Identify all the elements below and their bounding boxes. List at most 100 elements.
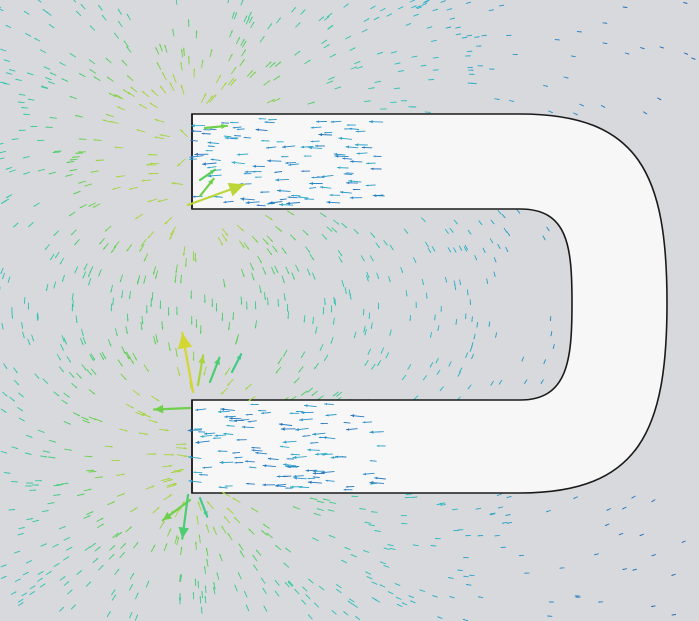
field-arrow-head — [312, 537, 315, 540]
field-arrow-head — [81, 4, 83, 6]
internal-field-arrow-head — [285, 161, 289, 165]
internal-field-arrow-head — [287, 196, 291, 199]
field-arrow-head — [58, 484, 61, 487]
field-arrow-head — [141, 321, 144, 324]
field-arrow-head — [380, 584, 382, 586]
field-arrow-head — [192, 258, 195, 261]
field-arrow-head — [93, 139, 96, 141]
field-arrow-head — [164, 45, 167, 48]
field-arrow-head — [245, 15, 247, 18]
field-arrow-head — [502, 522, 504, 524]
internal-field-arrow-head — [302, 435, 305, 437]
field-arrow-head — [430, 545, 433, 547]
field-arrow-head — [211, 304, 214, 307]
internal-field-arrow-head — [313, 472, 316, 475]
field-arrow-head — [66, 482, 69, 485]
field-arrow-head — [343, 611, 346, 614]
field-arrow-head — [27, 307, 30, 310]
field-arrow-head — [129, 526, 132, 529]
field-arrow-head — [142, 91, 145, 94]
field-arrow-head — [364, 333, 366, 335]
field-arrow-head — [172, 74, 175, 77]
field-arrow-head — [519, 554, 521, 557]
field-arrow-head — [497, 494, 499, 496]
field-arrow-head — [468, 387, 470, 389]
field-arrow-head — [148, 200, 151, 203]
field-arrow-head — [114, 94, 117, 97]
internal-field-arrow-head — [369, 120, 373, 124]
field-arrow-head — [109, 93, 112, 95]
field-arrow-head — [302, 587, 305, 589]
field-arrow-head — [233, 12, 235, 14]
field-arrow-head — [63, 526, 66, 528]
internal-field-arrow-head — [337, 166, 341, 169]
internal-field-arrow-head — [253, 164, 256, 168]
field-arrow-head — [394, 101, 397, 103]
internal-field-arrow-head — [319, 436, 322, 439]
field-arrow-head — [216, 572, 219, 575]
internal-field-arrow-head — [263, 464, 267, 468]
field-arrow-head — [275, 591, 277, 593]
field-arrow-head — [59, 62, 62, 64]
field-arrow-head — [478, 596, 480, 598]
field-arrow-head — [11, 311, 13, 314]
field-arrow-head — [21, 602, 23, 604]
internal-field-arrow-head — [210, 128, 212, 130]
field-arrow-head — [79, 73, 82, 75]
internal-field-arrow-head — [308, 146, 312, 150]
field-arrow-head — [98, 274, 100, 277]
field-arrow-head — [0, 81, 3, 84]
field-arrow-head — [125, 429, 128, 432]
field-arrow-head — [150, 304, 153, 307]
field-arrow-head — [157, 199, 161, 203]
field-arrow-head — [470, 34, 472, 37]
field-arrow-head — [240, 302, 243, 305]
field-arrow-head — [477, 36, 480, 38]
field-arrow-head — [325, 40, 327, 42]
field-arrow-head — [372, 582, 374, 584]
field-arrow-head — [222, 492, 225, 495]
field-arrow-head — [344, 547, 347, 549]
internal-field-arrow-head — [374, 194, 377, 197]
field-arrow-head — [19, 93, 21, 96]
field-arrow-head — [419, 589, 422, 591]
field-arrow-head — [235, 342, 237, 345]
field-arrow-head — [358, 61, 360, 63]
field-arrow-head — [21, 326, 24, 329]
field-arrow-head — [61, 78, 64, 81]
field-arrow-head — [248, 529, 251, 531]
field-arrow-head — [175, 535, 178, 538]
field-arrow-head — [75, 386, 77, 388]
internal-field-arrow-head — [369, 481, 374, 485]
internal-field-arrow-head — [295, 428, 299, 432]
field-arrow-head — [106, 114, 109, 116]
field-arrow-head — [244, 41, 247, 44]
field-arrow-head — [88, 515, 91, 518]
field-arrow-head — [154, 136, 158, 139]
field-arrow-head — [197, 581, 200, 583]
field-arrow-head — [74, 271, 77, 273]
field-arrow-head — [145, 433, 148, 436]
field-arrow-head — [549, 319, 552, 321]
field-arrow-head — [272, 99, 275, 102]
field-arrow-head — [197, 501, 200, 505]
field-arrow-head — [149, 102, 153, 105]
field-arrow-head — [423, 378, 425, 380]
internal-field-arrow-head — [307, 477, 310, 480]
field-arrow-head — [414, 106, 416, 108]
field-arrow-head — [60, 262, 62, 264]
internal-field-arrow-head — [246, 482, 249, 485]
field-arrow-head — [23, 156, 25, 159]
field-arrow-head — [317, 500, 319, 503]
field-arrow-head — [199, 596, 202, 599]
internal-field-arrow-head — [189, 158, 192, 161]
field-arrow-head — [100, 476, 103, 478]
internal-field-arrow-head — [249, 466, 252, 468]
field-arrow-head — [72, 375, 74, 378]
field-arrow-head — [153, 545, 155, 548]
field-arrow-head — [457, 569, 460, 571]
field-arrow-head — [88, 274, 90, 277]
field-arrow-head — [284, 298, 286, 301]
field-arrow-head — [78, 151, 81, 153]
